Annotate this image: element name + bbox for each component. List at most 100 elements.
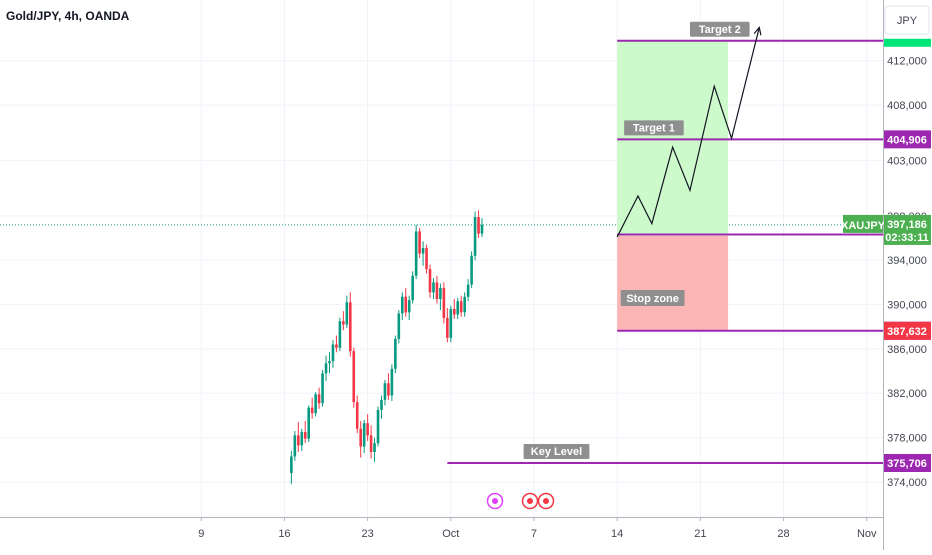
candle-body <box>369 435 373 452</box>
level-label: Key Level <box>523 444 590 460</box>
candle-body <box>428 269 432 293</box>
candle-body <box>407 300 411 313</box>
candle <box>463 292 466 317</box>
level-label-bg <box>624 120 684 136</box>
candle <box>387 373 390 400</box>
current-price-bg <box>884 214 931 245</box>
time-tick-label: Oct <box>442 528 459 540</box>
candle-body <box>439 287 442 300</box>
candle-body <box>456 301 460 315</box>
event-icon <box>486 492 504 510</box>
candle <box>362 419 366 454</box>
candle <box>421 241 425 266</box>
candle <box>390 364 394 401</box>
candle-body <box>470 255 473 285</box>
candle <box>470 251 473 288</box>
candle-body <box>473 217 477 256</box>
candle <box>303 420 307 444</box>
projection-path <box>616 27 760 238</box>
candle <box>331 340 335 368</box>
level-label-text: Target 2 <box>699 24 741 36</box>
candle <box>383 379 387 406</box>
level-label: Target 1 <box>624 120 684 136</box>
candle-body <box>380 399 383 410</box>
candle <box>317 387 321 409</box>
price-tick-label: 408,000 <box>887 100 927 112</box>
candle <box>290 450 293 485</box>
candle-body <box>290 456 293 474</box>
event-icon <box>521 492 539 510</box>
candle-body <box>310 407 314 414</box>
candle-body <box>459 301 463 313</box>
time-tick-label: 14 <box>611 528 623 540</box>
candle-body <box>446 317 449 338</box>
candle <box>459 295 463 317</box>
candle <box>314 392 317 417</box>
candle <box>338 317 342 352</box>
candle <box>452 299 456 319</box>
candle <box>376 406 380 447</box>
price-tag-bg <box>884 321 931 340</box>
level-price-tag-text: 375,706 <box>887 458 927 470</box>
candle <box>404 287 408 317</box>
target-zone <box>617 40 729 236</box>
price-tick-label: 412,000 <box>887 56 927 68</box>
candle <box>480 218 484 237</box>
event-icon-dot <box>543 498 549 504</box>
event-icon <box>537 492 555 510</box>
candle-body <box>355 402 359 429</box>
candle <box>310 397 314 419</box>
candle <box>394 335 397 374</box>
candle <box>435 275 439 304</box>
candle <box>414 224 418 280</box>
candle-body <box>442 287 446 318</box>
candle-body <box>359 428 362 447</box>
chart-title: Gold/JPY, 4h, OANDA <box>6 9 130 23</box>
candle <box>477 210 480 239</box>
level-label: Target 2 <box>689 21 750 37</box>
candle-body <box>463 296 466 313</box>
candle <box>397 310 401 344</box>
candle-body <box>376 409 380 444</box>
candle-body <box>480 224 484 234</box>
level-price-tag-bg <box>884 130 931 149</box>
price-tick-label: 382,000 <box>887 388 927 400</box>
top-price-tag <box>884 38 931 47</box>
candle-body <box>331 344 335 362</box>
candle-body <box>321 373 324 404</box>
candle-body <box>425 248 428 270</box>
candle <box>432 277 435 300</box>
stop-zone-label: Stop zone <box>620 290 685 307</box>
candle <box>328 352 331 374</box>
candle-body <box>335 344 338 348</box>
stop-zone-label-bg <box>620 290 685 307</box>
candle <box>418 228 421 259</box>
level-label-bg <box>523 444 590 460</box>
candle <box>407 295 411 321</box>
level-label-bg <box>689 21 750 37</box>
candle-body <box>466 284 470 297</box>
candle <box>366 414 369 441</box>
candle-body <box>352 351 356 403</box>
candle-body <box>414 231 418 276</box>
candle-body <box>328 361 331 364</box>
candle <box>324 355 328 382</box>
candle <box>425 244 428 274</box>
candle <box>355 395 359 434</box>
candle <box>428 264 432 298</box>
candle-body <box>435 282 439 300</box>
candle <box>400 292 404 321</box>
candle <box>307 405 310 443</box>
candle-body <box>366 423 369 436</box>
stop-zone-label-text: Stop zone <box>626 293 679 305</box>
candle-body <box>477 217 480 234</box>
candle <box>456 297 460 319</box>
candle <box>369 425 373 459</box>
level-price-tag: 375,706 <box>884 454 931 473</box>
candle-body <box>400 296 404 314</box>
candle-body <box>421 248 425 254</box>
time-tick-label: 21 <box>694 528 706 540</box>
